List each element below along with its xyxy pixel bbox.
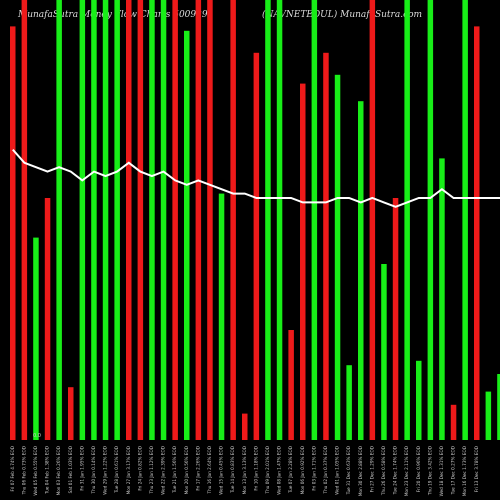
x-tick-label-12: Thu 23 Jan 1.12% EOD — [149, 446, 154, 494]
x-tick-label-30: Mon 30 Dec 2.88% EOD — [358, 446, 363, 496]
x-tick-label-34: Mon 23 Dec 2.11% EOD — [404, 446, 409, 496]
axis-zero-label: 0.0 — [33, 433, 41, 439]
x-tick-label-8: Wed 29 Jan 1.22% EOD — [103, 446, 108, 495]
bar-9 — [114, 0, 120, 440]
bar-29 — [346, 365, 352, 440]
x-tick-label-3: Tue 04 Feb 1.38% EOD — [45, 446, 50, 495]
bar-5 — [68, 387, 74, 440]
bar-28 — [334, 74, 341, 441]
bar-39 — [462, 0, 468, 440]
x-tick-label-22: Thu 09 Jan 2.01% EOD — [265, 446, 270, 494]
bar-40 — [474, 26, 480, 441]
x-tick-label-18: Wed 15 Jan 0.45% EOD — [219, 446, 224, 495]
bar-27 — [323, 52, 329, 441]
bar-21 — [253, 52, 260, 441]
chart-title-right: (NAVNETEDUL) MunafaSutra.com — [262, 10, 423, 20]
x-tick-label-26: Fri 03 Jan 1.71% EOD — [311, 446, 316, 491]
bar-14 — [172, 0, 178, 440]
bar-17 — [207, 0, 213, 440]
bar-18 — [218, 193, 225, 440]
bar-15 — [184, 30, 190, 441]
x-tick-label-32: Thu 26 Dec 0.58% EOD — [381, 446, 386, 496]
x-tick-label-20: Mon 13 Jan 3.13% EOD — [242, 446, 247, 494]
bar-11 — [137, 0, 144, 440]
x-tick-label-39: Mon 16 Dec 1.73% EOD — [462, 446, 467, 496]
moving-average-line — [12, 148, 500, 208]
bar-34 — [404, 0, 410, 440]
x-tick-label-25: Mon 06 Jan 0.92% EOD — [300, 446, 305, 494]
x-tick-label-5: Sat 01 Feb 1.03% EOD — [68, 446, 73, 493]
bar-3 — [44, 198, 51, 440]
tail-bar-1 — [497, 374, 500, 440]
x-tick-label-13: Wed 22 Jan 2.39% EOD — [161, 446, 166, 495]
bar-group — [10, 0, 500, 441]
x-tick-label-31: Fri 27 Dec 1.29% EOD — [369, 446, 374, 492]
bar-6 — [79, 0, 86, 440]
bar-37 — [439, 158, 445, 440]
x-tick-labels: Fri 07 Feb 4.74% EOD Thu 06 Feb 0.73% EOD… — [10, 446, 479, 496]
x-tick-label-28: Wed 01 Jan 1.05% EOD — [335, 446, 340, 495]
x-tick-label-17: Thu 16 Jan 2.64% EOD — [207, 446, 212, 494]
bar-35 — [416, 360, 422, 440]
bar-30 — [358, 101, 364, 440]
x-tick-label-9: Tue 28 Jan 0.61% EOD — [114, 446, 119, 494]
bar-13 — [160, 0, 167, 440]
bar-4 — [56, 0, 62, 440]
bar-0 — [10, 26, 16, 441]
x-tick-label-7: Thu 30 Jan 0.14% EOD — [91, 446, 96, 494]
bar-22 — [265, 0, 271, 440]
bar-8 — [102, 0, 109, 440]
bar-38 — [450, 404, 457, 440]
x-tick-label-14: Tue 21 Jan 1.56% EOD — [172, 446, 177, 494]
x-tick-label-38: Tue 17 Dec 0.27% EOD — [451, 446, 456, 495]
x-tick-label-21: Fri 10 Jan 1.18% EOD — [253, 446, 258, 491]
bar-20 — [242, 413, 248, 440]
x-tick-label-4: Mon 03 Feb 0.26% EOD — [56, 446, 61, 495]
x-tick-label-35: Fri 20 Dec 0.96% EOD — [416, 446, 421, 492]
x-tick-label-36: Thu 19 Dec 3.42% EOD — [427, 446, 432, 496]
x-tick-label-33: Tue 24 Dec 1.74% EOD — [393, 446, 398, 495]
bar-24 — [288, 330, 294, 440]
bar-31 — [369, 0, 376, 440]
bar-2 — [33, 237, 39, 440]
tail-bar-0 — [485, 391, 492, 440]
x-tick-label-11: Fri 24 Jan 0.82% EOD — [137, 446, 142, 491]
chart-title-left: MunafaSutra Money Flow Charts 500929 — [18, 10, 208, 20]
x-tick-label-23: Wed 08 Jan 1.47% EOD — [277, 446, 282, 495]
x-tick-label-24: Tue 07 Jan 2.28% EOD — [288, 446, 293, 494]
bar-36 — [427, 0, 434, 440]
bar-16 — [195, 0, 202, 440]
x-tick-label-16: Fri 17 Jan 2.26% EOD — [195, 446, 200, 491]
x-tick-label-37: Wed 18 Dec 1.31% EOD — [439, 446, 444, 496]
bar-32 — [381, 264, 387, 440]
bar-7 — [91, 0, 97, 440]
bar-33 — [392, 198, 399, 440]
x-tick-label-1: Thu 06 Feb 0.73% EOD — [21, 446, 26, 495]
bar-23 — [276, 0, 283, 440]
x-tick-label-2: Wed 05 Feb 0.55% EOD — [33, 446, 38, 496]
bar-1 — [21, 0, 28, 440]
x-tick-label-6: Fri 31 Jan 1.95% EOD — [79, 446, 84, 491]
bar-10 — [126, 0, 132, 440]
bar-25 — [300, 83, 306, 440]
bar-19 — [230, 0, 236, 440]
x-tick-label-0: Fri 07 Feb 4.74% EOD — [10, 446, 15, 492]
x-tick-label-10: Mon 27 Jan 3.17% EOD — [126, 446, 131, 494]
x-tick-label-15: Mon 20 Jan 0.56% EOD — [184, 446, 189, 494]
x-tick-label-19: Tue 14 Jan 0.83% EOD — [230, 446, 235, 494]
bar-12 — [149, 0, 155, 440]
bar-26 — [311, 0, 318, 440]
x-tick-label-29: Tue 31 Dec 0.63% EOD — [346, 446, 351, 495]
x-tick-label-40: Fri 13 Dec 3.78% EOD — [474, 446, 479, 492]
x-tick-label-27: Thu 02 Jan 0.37% EOD — [323, 446, 328, 494]
